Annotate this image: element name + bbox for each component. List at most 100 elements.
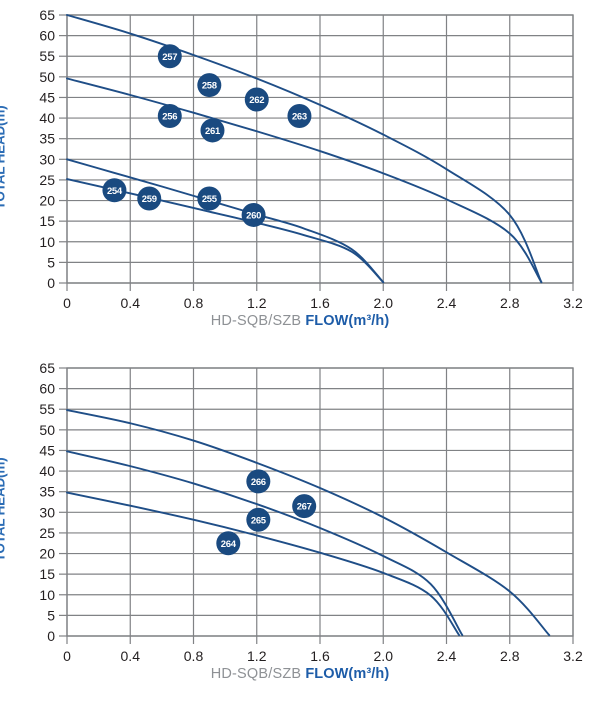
- curve-badge[interactable]: 261: [200, 118, 225, 143]
- curve-badge[interactable]: 257: [157, 44, 182, 69]
- badge-label: 264: [221, 539, 237, 550]
- curve-badge[interactable]: 264: [216, 531, 241, 556]
- curve-badge[interactable]: 265: [246, 507, 271, 532]
- x-axis-flow-label-lower: FLOW(m³/h): [305, 666, 390, 682]
- curve-badge[interactable]: 260: [241, 202, 266, 227]
- badge-label: 262: [249, 95, 264, 106]
- y-tick-label: 35: [39, 131, 55, 147]
- curve-curve-35m: [66, 491, 461, 637]
- plot-frame: [66, 14, 574, 284]
- curve-curve-55m: [66, 409, 551, 637]
- badge-label: 256: [162, 112, 177, 123]
- curve-badge[interactable]: 258: [197, 73, 222, 98]
- y-axis-ticks: 0 5 10 15 20 25 30 35 40 45 50 55 60 65: [39, 360, 67, 644]
- chart-svg: 0 5 10 15 20 25 30 35 40 45 50 55 60 65 0 0.4 0.8 1.2 1.6 2…: [39, 7, 583, 311]
- y-tick-label: 25: [39, 525, 55, 541]
- y-tick-label: 5: [47, 254, 55, 270]
- badge-label: 261: [205, 126, 221, 137]
- y-tick-label: 15: [39, 566, 55, 582]
- x-axis-caption-lower: HD-SQB/SZB FLOW(m³/h): [0, 666, 600, 682]
- badge-label: 265: [251, 515, 267, 526]
- badge-circle: [157, 44, 182, 69]
- x-tick-label: 1.2: [247, 648, 267, 664]
- curve-badge[interactable]: 255: [197, 186, 222, 211]
- x-tick-label: 0: [63, 295, 71, 311]
- badge-label: 255: [202, 194, 218, 205]
- chart-hd-sqb-szb-lower: TOTAL HEAD(m) 0 5 10 15 20 25 30 35 40 45 50 55 60 65…: [0, 352, 600, 705]
- y-tick-label: 55: [39, 48, 55, 64]
- x-tick-label: 3.2: [563, 295, 583, 311]
- y-tick-label: 10: [39, 234, 55, 250]
- curve-badge[interactable]: 256: [157, 104, 182, 129]
- x-tick-label: 2.4: [437, 648, 457, 664]
- plot-area-upper: 0 5 10 15 20 25 30 35 40 45 50 55 60 65 0 0.4 0.8 1.2 1.6 2…: [39, 7, 583, 311]
- x-tick-label: 2.8: [500, 648, 520, 664]
- y-tick-label: 55: [39, 401, 55, 417]
- badge-label: 267: [297, 502, 312, 513]
- badge-circle: [157, 104, 182, 129]
- badge-circle: [241, 202, 266, 227]
- badge-circle: [246, 469, 271, 494]
- x-tick-label: 2.4: [437, 295, 457, 311]
- y-tick-label: 0: [47, 628, 55, 644]
- x-tick-label: 0: [63, 648, 71, 664]
- badge-label: 263: [292, 112, 307, 123]
- chart-hd-sqb-szb-upper: TOTAL HEAD(m) 0 5 10 15 20 25 30 35 40 45 50 55 60 65…: [0, 0, 600, 352]
- badge-circle: [102, 178, 127, 203]
- y-tick-label: 15: [39, 213, 55, 229]
- performance-curves: [66, 409, 551, 637]
- x-tick-label: 2.0: [374, 648, 394, 664]
- badge-label: 266: [251, 477, 266, 488]
- x-axis-flow-label-upper: FLOW(m³/h): [305, 313, 390, 329]
- badge-label: 258: [202, 81, 217, 92]
- curve-badge[interactable]: 267: [292, 494, 317, 519]
- curve-curve-30m: [66, 158, 385, 284]
- badge-circle: [292, 494, 317, 519]
- curve-badge[interactable]: 263: [287, 104, 312, 129]
- y-tick-label: 65: [39, 7, 55, 23]
- x-tick-label: 0.8: [184, 295, 204, 311]
- badge-label: 260: [246, 211, 261, 222]
- badge-circle: [246, 507, 271, 532]
- badge-circle: [200, 118, 225, 143]
- x-tick-label: 0.8: [184, 648, 204, 664]
- badge-label: 257: [162, 52, 177, 63]
- badge-circle: [244, 87, 269, 112]
- x-tick-label: 0.4: [121, 295, 141, 311]
- badge-circle: [287, 104, 312, 129]
- y-tick-label: 10: [39, 587, 55, 603]
- badge-circle: [197, 73, 222, 98]
- y-tick-label: 5: [47, 607, 55, 623]
- y-tick-label: 30: [39, 504, 55, 520]
- x-axis-ticks: 0 0.4 0.8 1.2 1.6 2.0 2.4 2.8 3.2: [63, 636, 583, 664]
- curve-badges: 257 258 262 263 256 261 254 259 255 260: [102, 44, 312, 227]
- y-tick-label: 45: [39, 89, 55, 105]
- badge-label: 254: [107, 186, 123, 197]
- x-axis-model-label-lower: HD-SQB/SZB: [210, 666, 302, 682]
- chart-svg: 0 5 10 15 20 25 30 35 40 45 50 55 60 65 0 0.4 0.8 1.2 1.6 2…: [39, 360, 583, 664]
- x-tick-label: 1.6: [310, 295, 330, 311]
- curve-badge[interactable]: 266: [246, 469, 271, 494]
- y-tick-label: 40: [39, 110, 55, 126]
- y-tick-label: 20: [39, 546, 55, 562]
- x-axis-ticks: 0 0.4 0.8 1.2 1.6 2.0 2.4 2.8 3.2: [63, 283, 583, 311]
- x-tick-label: 1.2: [247, 295, 267, 311]
- x-tick-label: 3.2: [563, 648, 583, 664]
- curve-badge[interactable]: 262: [244, 87, 269, 112]
- curve-badge[interactable]: 259: [137, 186, 162, 211]
- y-tick-label: 60: [39, 381, 55, 397]
- y-tick-label: 50: [39, 69, 55, 85]
- y-tick-label: 20: [39, 193, 55, 209]
- gridlines-vertical: [66, 368, 574, 636]
- y-tick-label: 40: [39, 463, 55, 479]
- y-tick-label: 35: [39, 484, 55, 500]
- curve-badge[interactable]: 254: [102, 178, 127, 203]
- x-tick-label: 2.8: [500, 295, 520, 311]
- y-axis-ticks: 0 5 10 15 20 25 30 35 40 45 50 55 60 65: [39, 7, 67, 291]
- curve-curve-50m: [66, 77, 543, 284]
- x-axis-caption-upper: HD-SQB/SZB FLOW(m³/h): [0, 313, 600, 329]
- y-tick-label: 45: [39, 442, 55, 458]
- x-axis-model-label-upper: HD-SQB/SZB: [210, 313, 302, 329]
- y-tick-label: 65: [39, 360, 55, 376]
- x-tick-label: 1.6: [310, 648, 330, 664]
